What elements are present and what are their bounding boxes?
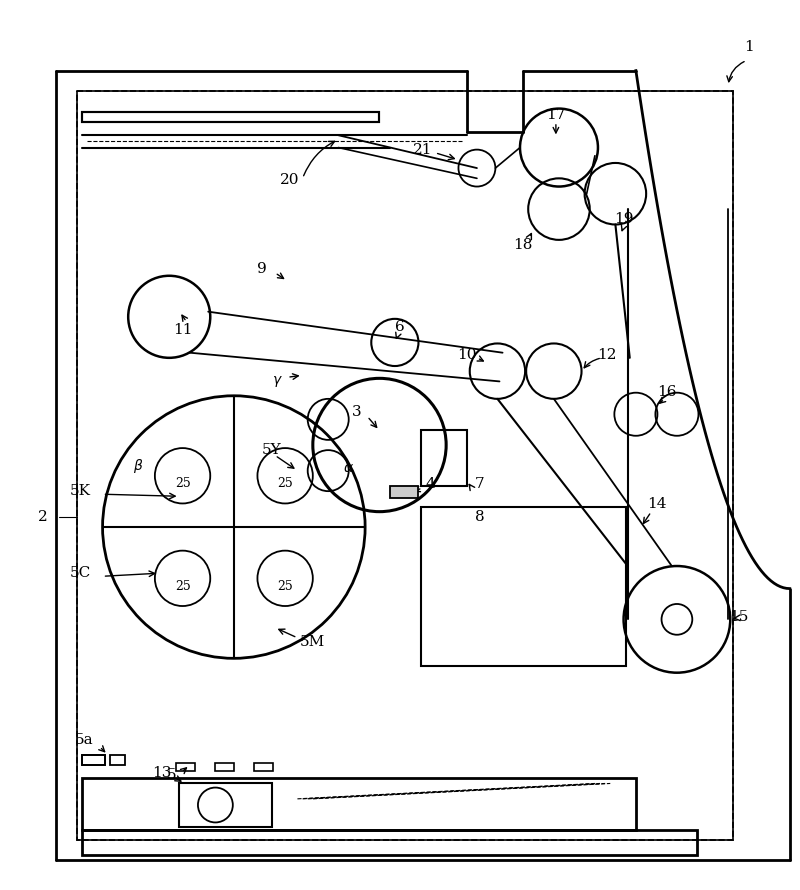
Bar xyxy=(82,111,379,122)
Bar xyxy=(179,783,272,827)
Bar xyxy=(110,755,125,765)
Text: 25: 25 xyxy=(174,477,190,490)
Text: 3: 3 xyxy=(352,405,362,419)
Text: 5: 5 xyxy=(166,768,176,782)
Text: 19: 19 xyxy=(614,213,634,226)
Bar xyxy=(82,779,636,829)
Bar xyxy=(82,755,105,765)
Text: 8: 8 xyxy=(475,510,485,524)
Text: 11: 11 xyxy=(173,323,192,337)
Text: 17: 17 xyxy=(546,108,566,122)
Text: 5Y: 5Y xyxy=(262,443,282,457)
Text: 21: 21 xyxy=(413,142,432,157)
Text: 18: 18 xyxy=(514,238,533,252)
Text: 12: 12 xyxy=(598,348,617,361)
Text: $\alpha$: $\alpha$ xyxy=(343,460,354,474)
Bar xyxy=(254,763,273,771)
Text: 9: 9 xyxy=(257,262,266,276)
Text: 6: 6 xyxy=(395,320,405,334)
Text: $\beta$: $\beta$ xyxy=(134,457,144,474)
Text: 20: 20 xyxy=(279,174,299,188)
Text: 16: 16 xyxy=(657,384,677,399)
Text: 1: 1 xyxy=(744,40,754,54)
Text: 14: 14 xyxy=(646,498,666,512)
Bar xyxy=(390,486,418,498)
Bar xyxy=(82,111,379,122)
Text: 5M: 5M xyxy=(300,635,326,649)
Bar xyxy=(177,763,195,771)
Text: 25: 25 xyxy=(278,477,293,490)
Text: 5a: 5a xyxy=(74,733,94,748)
Text: 13: 13 xyxy=(152,766,172,781)
Bar xyxy=(77,91,734,840)
Text: 10: 10 xyxy=(457,348,477,361)
Text: 4: 4 xyxy=(426,477,436,491)
Text: 15: 15 xyxy=(729,611,748,624)
Text: 25: 25 xyxy=(278,580,293,593)
Text: 5C: 5C xyxy=(70,566,90,580)
Bar xyxy=(421,430,466,486)
Bar xyxy=(82,755,105,765)
Text: 5K: 5K xyxy=(70,484,90,498)
Bar xyxy=(77,91,734,840)
Text: 25: 25 xyxy=(174,580,190,593)
Bar xyxy=(421,506,626,666)
Bar xyxy=(215,763,234,771)
Bar xyxy=(82,829,698,855)
Text: $\gamma$: $\gamma$ xyxy=(271,374,282,389)
Text: 7: 7 xyxy=(475,477,485,491)
Text: 2: 2 xyxy=(38,510,48,524)
